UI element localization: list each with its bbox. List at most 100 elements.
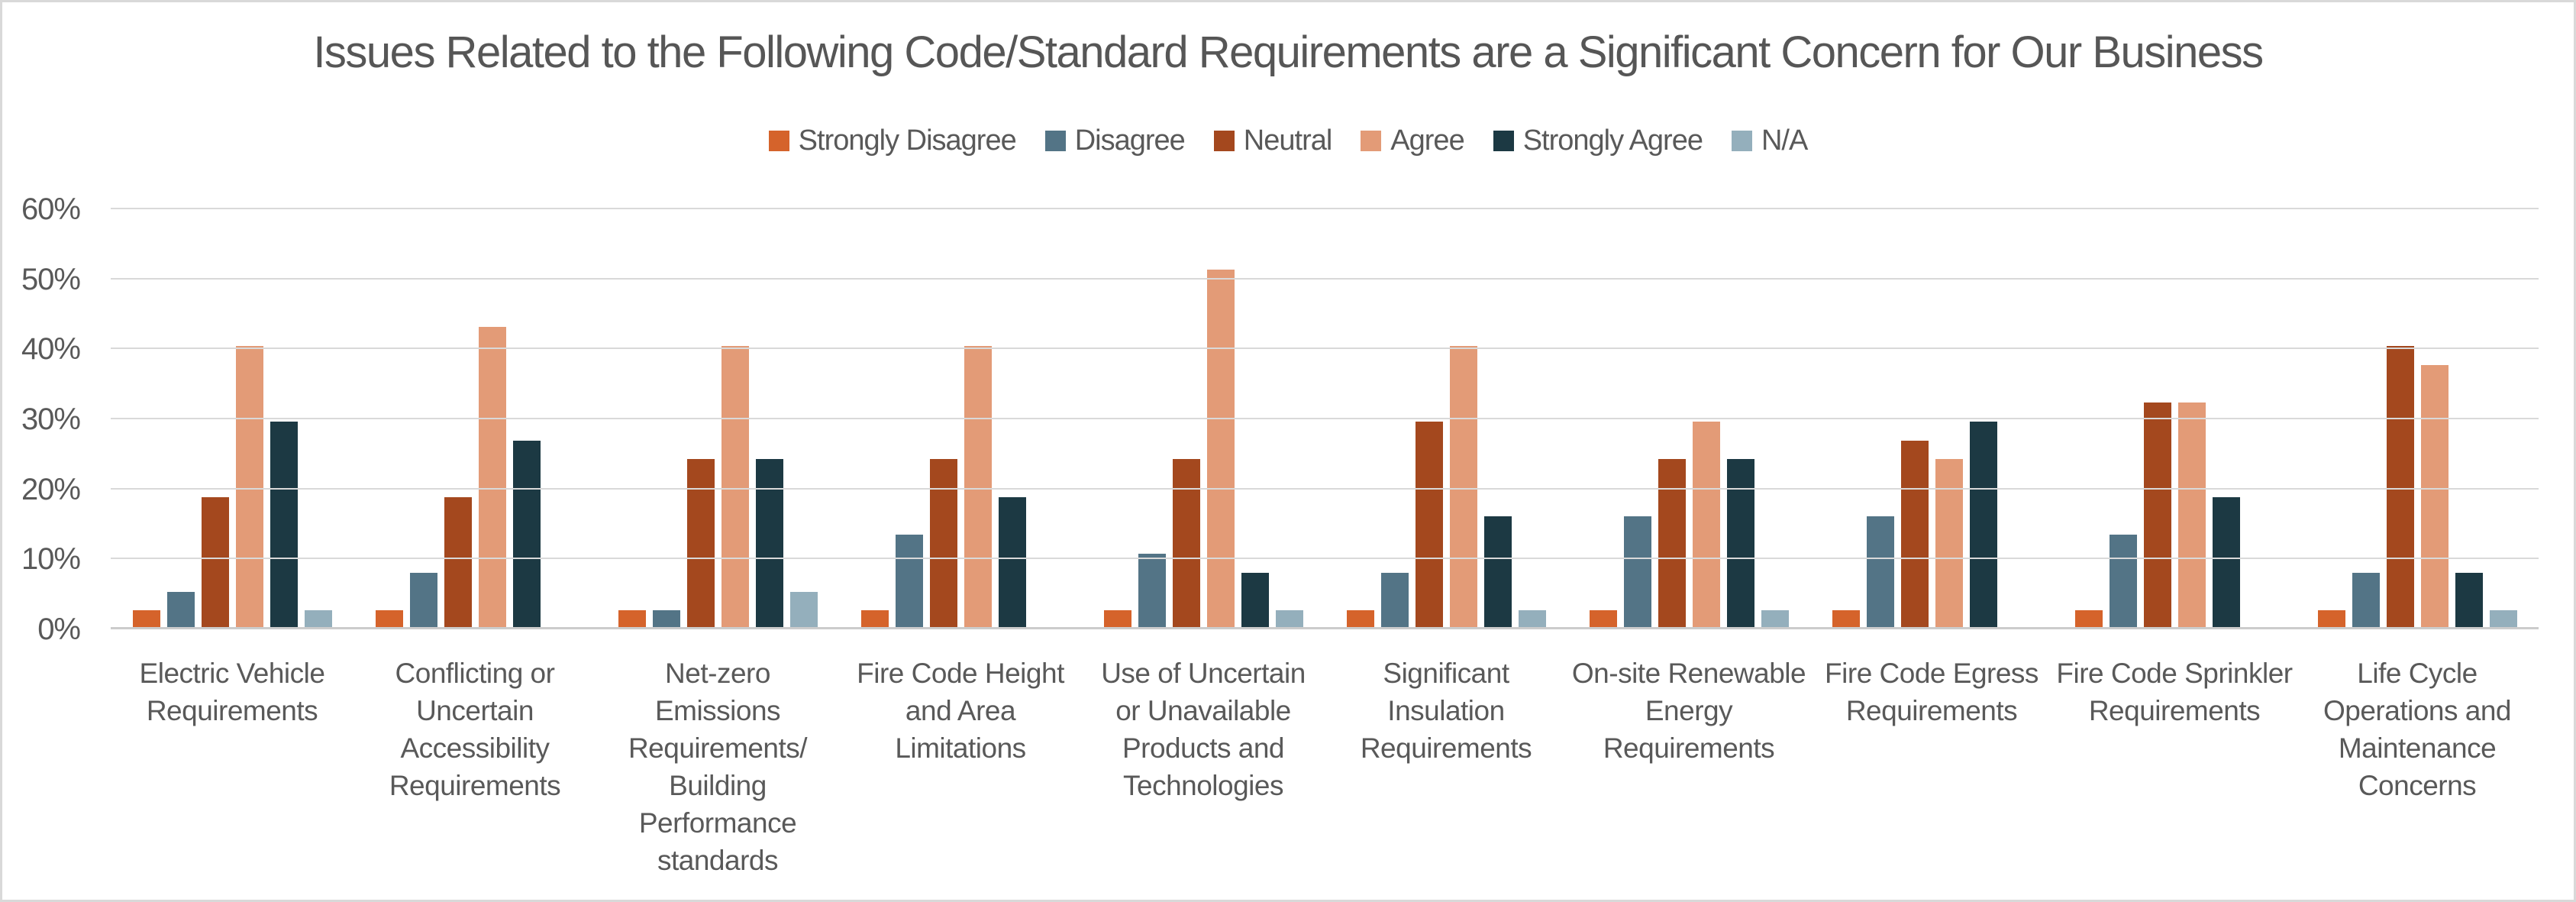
bar-n-a xyxy=(2489,610,2517,629)
bar-strongly-disagree xyxy=(1832,610,1860,629)
bar-agree xyxy=(1206,269,1235,629)
category-label: Fire Code Sprinkler Requirements xyxy=(2056,658,2293,726)
y-axis-tick-label: 60% xyxy=(21,192,81,226)
bar-strongly-disagree xyxy=(860,610,889,629)
legend-item-neutral: Neutral xyxy=(1213,124,1332,157)
category-label: Significant Insulation Requirements xyxy=(1360,658,1532,764)
bar-neutral xyxy=(1900,440,1929,629)
legend-swatch-strongly-disagree xyxy=(768,131,789,151)
bar-strongly-agree xyxy=(755,459,783,629)
bar-neutral xyxy=(1172,459,1200,629)
bar-strongly-agree xyxy=(998,496,1026,629)
bar-agree xyxy=(1449,345,1477,629)
legend-label: N/A xyxy=(1761,124,1808,157)
bar-disagree xyxy=(1866,516,1894,629)
legend-label: Strongly Disagree xyxy=(798,124,1017,157)
bar-group xyxy=(2296,209,2539,629)
bar-strongly-agree xyxy=(1483,516,1512,629)
bar-disagree xyxy=(1623,516,1651,629)
bar-disagree xyxy=(1380,572,1409,629)
legend-swatch-n-a xyxy=(1731,131,1752,151)
bar-n-a xyxy=(304,610,332,629)
bar-strongly-agree xyxy=(1726,459,1754,629)
bar-strongly-disagree xyxy=(375,610,403,629)
bar-neutral xyxy=(929,459,957,629)
legend-item-agree: Agree xyxy=(1361,124,1465,157)
y-axis-tick-label: 0% xyxy=(37,613,81,646)
bar-agree xyxy=(2177,403,2206,629)
category-label: Net-zero Emissions Requirements/ Buildin… xyxy=(628,658,808,876)
bar-group xyxy=(1567,209,1810,629)
chart-title: Issues Related to the Following Code/Sta… xyxy=(313,27,2264,77)
bar-group xyxy=(2053,209,2296,629)
bar-neutral xyxy=(1658,459,1686,629)
bar-group xyxy=(111,209,353,629)
category-label: Life Cycle Operations and Maintenance Co… xyxy=(2323,658,2512,801)
legend-swatch-disagree xyxy=(1044,131,1066,151)
legend-label: Agree xyxy=(1390,124,1464,157)
bar-group xyxy=(1082,209,1325,629)
bar-strongly-agree xyxy=(270,421,298,629)
bar-neutral xyxy=(686,459,715,629)
gridline xyxy=(111,487,2539,490)
legend-item-strongly-agree: Strongly Agree xyxy=(1493,124,1703,157)
category-label: On-site Renewable Energy Requirements xyxy=(1571,658,1806,764)
gridline xyxy=(111,348,2539,350)
bar-strongly-disagree xyxy=(1103,610,1131,629)
gridline xyxy=(111,558,2539,560)
bar-strongly-disagree xyxy=(2317,610,2345,629)
bar-agree xyxy=(721,345,749,629)
bar-group xyxy=(839,209,1082,629)
legend-label: Neutral xyxy=(1243,124,1332,157)
bar-neutral xyxy=(444,496,472,629)
legend-item-n-a: N/A xyxy=(1731,124,1808,157)
bar-disagree xyxy=(2109,535,2137,629)
bar-strongly-agree xyxy=(2455,572,2483,629)
bar-strongly-disagree xyxy=(618,610,646,629)
category-label: Use of Uncertain or Unavailable Products… xyxy=(1101,658,1306,801)
bar-disagree xyxy=(652,610,680,629)
bar-strongly-disagree xyxy=(2074,610,2103,629)
bar-agree xyxy=(2420,364,2448,629)
bar-disagree xyxy=(409,572,437,629)
x-axis-labels: Electric Vehicle Requirements Conflicting… xyxy=(111,655,2539,879)
y-axis-tick-label: 20% xyxy=(21,472,81,506)
bar-agree xyxy=(1935,459,1963,629)
bar-disagree xyxy=(895,535,923,629)
plot-area xyxy=(111,208,2539,629)
bar-group xyxy=(1325,209,1567,629)
gridline xyxy=(111,627,2539,629)
legend: Strongly Disagree Disagree Neutral Agree Str… xyxy=(2,124,2574,157)
y-axis-tick-label: 30% xyxy=(21,403,81,436)
bar-neutral xyxy=(1415,421,1443,629)
bar-strongly-disagree xyxy=(1346,610,1374,629)
category-label: Fire Code Egress Requirements xyxy=(1825,658,2039,726)
bar-n-a xyxy=(789,591,818,629)
bar-disagree xyxy=(166,591,195,629)
legend-swatch-agree xyxy=(1361,131,1382,151)
legend-item-strongly-disagree: Strongly Disagree xyxy=(768,124,1017,157)
gridline xyxy=(111,277,2539,280)
bar-n-a xyxy=(1518,610,1546,629)
legend-swatch-neutral xyxy=(1213,131,1235,151)
bar-strongly-disagree xyxy=(1589,610,1617,629)
gridline xyxy=(111,208,2539,209)
bar-groups xyxy=(111,209,2539,629)
gridline xyxy=(111,418,2539,419)
bar-strongly-agree xyxy=(2212,496,2240,629)
bar-strongly-agree xyxy=(512,440,541,629)
legend-swatch-strongly-agree xyxy=(1493,131,1514,151)
bar-agree xyxy=(964,345,992,629)
category-label: Electric Vehicle Requirements xyxy=(139,658,325,726)
bar-agree xyxy=(478,327,506,629)
bar-agree xyxy=(1692,421,1720,629)
y-axis-tick-label: 10% xyxy=(21,542,81,577)
legend-item-disagree: Disagree xyxy=(1044,124,1186,157)
legend-label: Strongly Agree xyxy=(1522,124,1703,157)
bar-disagree xyxy=(2352,572,2380,629)
bar-group xyxy=(353,209,596,629)
y-axis-tick-label: 50% xyxy=(21,262,81,296)
bar-strongly-agree xyxy=(1241,572,1269,629)
category-label: Conflicting or Uncertain Accessibility R… xyxy=(389,658,561,801)
